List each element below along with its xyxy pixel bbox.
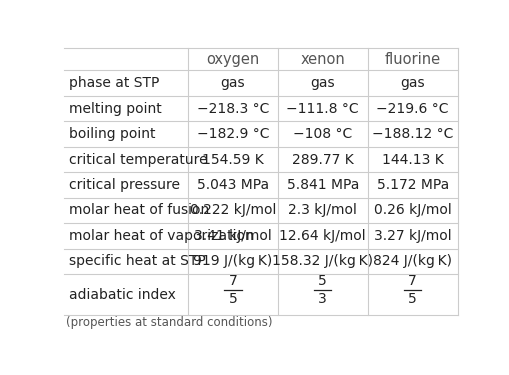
Text: 144.13 K: 144.13 K <box>382 153 444 166</box>
Text: 5: 5 <box>229 292 237 306</box>
Text: 154.59 K: 154.59 K <box>202 153 264 166</box>
Text: critical pressure: critical pressure <box>69 178 180 192</box>
Text: 0.26 kJ/mol: 0.26 kJ/mol <box>374 204 451 218</box>
Text: 7: 7 <box>408 274 417 288</box>
Text: molar heat of fusion: molar heat of fusion <box>69 204 209 218</box>
Text: 2.3 kJ/mol: 2.3 kJ/mol <box>289 204 357 218</box>
Text: 3: 3 <box>319 292 327 306</box>
Text: 0.222 kJ/mol: 0.222 kJ/mol <box>190 204 276 218</box>
Text: xenon: xenon <box>300 52 345 67</box>
Text: −219.6 °C: −219.6 °C <box>377 102 449 115</box>
Text: 5.841 MPa: 5.841 MPa <box>287 178 359 192</box>
Text: gas: gas <box>220 76 245 90</box>
Text: −108 °C: −108 °C <box>293 127 352 141</box>
Text: gas: gas <box>401 76 425 90</box>
Text: 3.41 kJ/mol: 3.41 kJ/mol <box>194 229 272 243</box>
Text: melting point: melting point <box>69 102 161 115</box>
Text: 3.27 kJ/mol: 3.27 kJ/mol <box>374 229 451 243</box>
Text: 919 J/(kg K): 919 J/(kg K) <box>193 255 272 268</box>
Text: boiling point: boiling point <box>69 127 155 141</box>
Text: 158.32 J/(kg K): 158.32 J/(kg K) <box>272 255 373 268</box>
Text: (properties at standard conditions): (properties at standard conditions) <box>66 316 272 329</box>
Text: gas: gas <box>310 76 335 90</box>
Text: 5: 5 <box>319 274 327 288</box>
Text: 7: 7 <box>229 274 237 288</box>
Text: 12.64 kJ/mol: 12.64 kJ/mol <box>279 229 366 243</box>
Text: 5: 5 <box>408 292 417 306</box>
Text: oxygen: oxygen <box>206 52 260 67</box>
Text: −218.3 °C: −218.3 °C <box>196 102 269 115</box>
Text: specific heat at STP: specific heat at STP <box>69 255 206 268</box>
Text: critical temperature: critical temperature <box>69 153 207 166</box>
Text: phase at STP: phase at STP <box>69 76 159 90</box>
Text: fluorine: fluorine <box>385 52 441 67</box>
Text: adiabatic index: adiabatic index <box>69 288 176 302</box>
Text: 5.172 MPa: 5.172 MPa <box>377 178 449 192</box>
Text: 824 J/(kg K): 824 J/(kg K) <box>373 255 452 268</box>
Text: molar heat of vaporization: molar heat of vaporization <box>69 229 253 243</box>
Text: 5.043 MPa: 5.043 MPa <box>197 178 269 192</box>
Text: 289.77 K: 289.77 K <box>292 153 354 166</box>
Text: −188.12 °C: −188.12 °C <box>372 127 454 141</box>
Text: −111.8 °C: −111.8 °C <box>287 102 359 115</box>
Text: −182.9 °C: −182.9 °C <box>196 127 269 141</box>
